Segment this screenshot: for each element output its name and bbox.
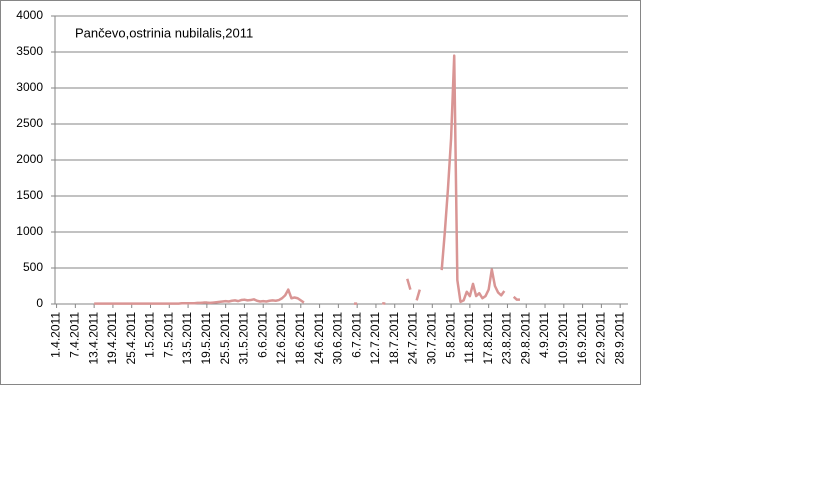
- x-tick-label: 10.9.2011: [556, 312, 570, 365]
- x-tick-label: 7.4.2011: [68, 312, 82, 358]
- y-tick-label: 1000: [16, 224, 43, 238]
- x-tick-label: 13.4.2011: [86, 312, 100, 365]
- x-tick-label: 13.5.2011: [180, 312, 194, 365]
- x-tick-label: 12.7.2011: [368, 312, 382, 365]
- x-tick-label: 24.6.2011: [312, 312, 326, 365]
- x-tick-label: 6.6.2011: [255, 312, 269, 358]
- y-tick-label: 2500: [16, 116, 43, 130]
- y-tick-label: 1500: [16, 188, 43, 202]
- y-tick-label: 500: [23, 260, 43, 274]
- x-tick-label: 6.7.2011: [349, 312, 363, 358]
- x-tick-label: 1.4.2011: [49, 312, 63, 358]
- x-tick-label: 1.5.2011: [143, 312, 157, 358]
- x-tick-label: 19.5.2011: [199, 312, 213, 365]
- x-tick-label: 23.8.2011: [500, 312, 514, 365]
- x-tick-label: 5.8.2011: [443, 312, 457, 358]
- x-tick-label: 25.5.2011: [218, 312, 232, 365]
- x-tick-label: 18.6.2011: [293, 312, 307, 365]
- chart-title: Pančevo,ostrinia nubilalis,2011: [75, 25, 253, 40]
- x-tick-label: 30.7.2011: [424, 312, 438, 365]
- x-tick-label: 4.9.2011: [537, 312, 551, 358]
- y-tick-label: 3000: [16, 80, 43, 94]
- x-tick-label: 7.5.2011: [161, 312, 175, 358]
- y-tick-label: 2000: [16, 152, 43, 166]
- y-tick-label: 3500: [16, 44, 43, 58]
- y-tick-label: 4000: [16, 8, 43, 22]
- x-tick-label: 16.9.2011: [575, 312, 589, 365]
- x-tick-label: 24.7.2011: [406, 312, 420, 365]
- chart-border: [0, 0, 641, 385]
- y-tick-label: 0: [36, 296, 43, 310]
- data-line: [94, 54, 520, 305]
- x-tick-label: 18.7.2011: [387, 312, 401, 365]
- x-tick-label: 29.8.2011: [518, 312, 532, 365]
- x-tick-label: 17.8.2011: [481, 312, 495, 365]
- x-tick-label: 12.6.2011: [274, 312, 288, 365]
- x-tick-label: 22.9.2011: [594, 312, 608, 365]
- x-tick-label: 28.9.2011: [612, 312, 626, 365]
- x-tick-label: 31.5.2011: [237, 312, 251, 365]
- x-tick-label: 30.6.2011: [331, 312, 345, 365]
- x-tick-label: 25.4.2011: [124, 312, 138, 365]
- x-tick-label: 11.8.2011: [462, 312, 476, 364]
- x-tick-label: 19.4.2011: [105, 312, 119, 365]
